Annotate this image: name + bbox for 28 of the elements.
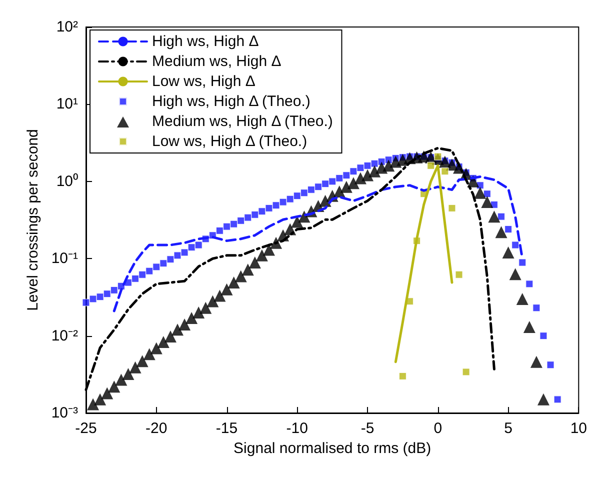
- point: [398, 372, 407, 380]
- legend-label: High ws, High Δ (Theo.): [152, 93, 310, 110]
- y-axis-title: Level crossings per second: [24, 129, 42, 311]
- x-tick-label: 10: [570, 420, 587, 437]
- point: [455, 270, 463, 278]
- x-tick-label: 5: [504, 420, 512, 437]
- legend-label: High ws, High Δ: [152, 33, 259, 50]
- x-tick-label: -25: [75, 420, 97, 437]
- y-tick-label: 10⁰: [56, 172, 78, 190]
- legend-label: Medium ws, High Δ: [152, 53, 282, 70]
- point: [462, 368, 470, 376]
- y-tick-label: 10⁻³: [51, 404, 78, 422]
- legend-label: Low ws, High Δ: [152, 73, 256, 90]
- x-tick-label: 0: [434, 420, 442, 437]
- y-tick-label: 10²: [56, 18, 78, 36]
- x-tick-label: -15: [216, 420, 238, 437]
- point: [427, 162, 435, 170]
- point: [448, 204, 456, 212]
- x-tick-label: -20: [146, 420, 168, 437]
- x-axis-title: Signal normalised to rms (dB): [234, 440, 432, 457]
- y-tick-label: 10¹: [56, 96, 78, 113]
- x-tick-label: -5: [360, 420, 374, 437]
- legend-label: Medium ws, High Δ (Theo.): [152, 113, 333, 130]
- y-tick-label: 10⁻¹: [51, 250, 78, 268]
- x-tick-label: -10: [286, 420, 308, 437]
- point: [441, 168, 449, 176]
- y-tick-label: 10⁻²: [51, 327, 78, 344]
- legend-label: Low ws, High Δ (Theo.): [152, 133, 308, 150]
